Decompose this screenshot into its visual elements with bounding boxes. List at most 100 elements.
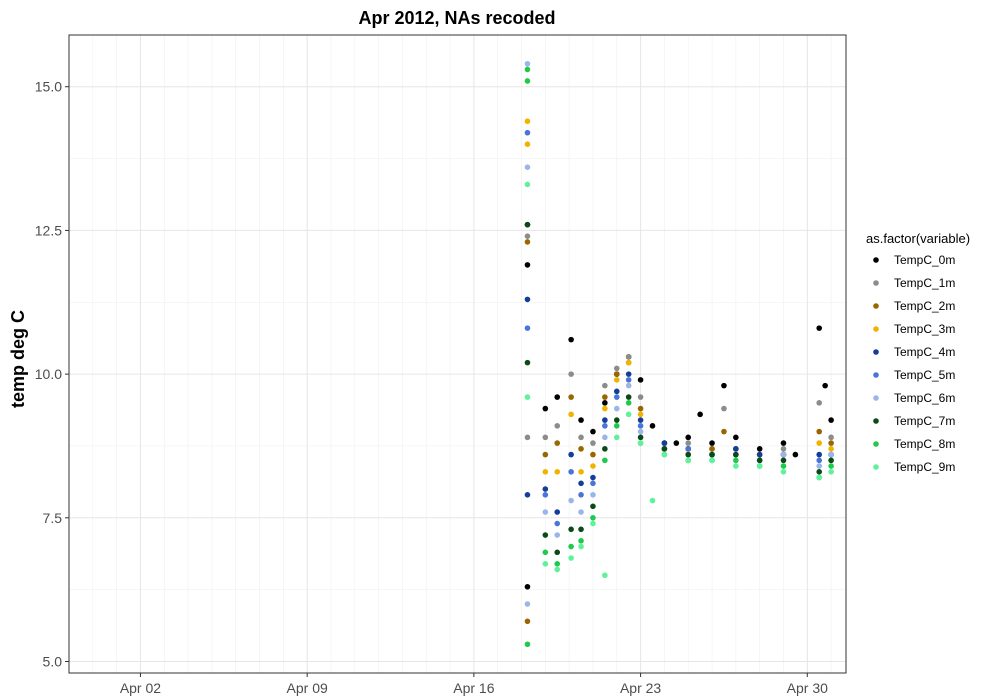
data-point (613, 394, 620, 400)
data-point (590, 503, 596, 510)
data-point (554, 423, 561, 429)
data-point (554, 532, 561, 538)
data-point (602, 405, 608, 412)
data-point (524, 492, 531, 498)
data-point (568, 371, 574, 377)
series-TempC_9m (524, 181, 834, 579)
data-point (661, 446, 668, 452)
data-point (780, 457, 787, 464)
data-point (697, 411, 703, 418)
data-point (816, 400, 823, 406)
data-point (733, 457, 739, 464)
data-point (524, 325, 531, 331)
data-point (524, 181, 531, 188)
x-tick-label: Apr 09 (287, 680, 328, 696)
legend-key (873, 280, 879, 286)
data-point (816, 451, 823, 458)
grid-major (69, 35, 846, 673)
legend-label: TempC_2m (894, 299, 955, 313)
data-point (756, 457, 763, 464)
legend-label: TempC_3m (894, 322, 955, 336)
y-tick-label: 5.0 (43, 654, 63, 670)
x-axis: Apr 02 Apr 09 Apr 16 Apr 23 Apr 30 (120, 673, 828, 696)
data-point (568, 555, 574, 561)
data-point (554, 469, 561, 475)
data-point (756, 463, 763, 469)
data-point (524, 129, 531, 136)
data-point (828, 451, 834, 458)
legend-item: TempC_2m (873, 299, 955, 313)
data-point (625, 411, 632, 418)
data-point (554, 566, 561, 573)
data-point (568, 451, 574, 458)
data-point (828, 440, 834, 446)
data-point (524, 164, 531, 170)
data-point (542, 451, 549, 458)
data-point (568, 336, 574, 343)
data-point (524, 239, 531, 245)
plot-panel (69, 35, 846, 673)
y-axis: 5.0 7.5 10.0 12.5 15.0 (35, 79, 69, 670)
data-point (590, 440, 596, 446)
data-point (524, 359, 531, 366)
data-point (590, 520, 596, 527)
data-point (613, 365, 620, 372)
data-point (613, 405, 620, 412)
data-point (578, 509, 584, 515)
data-point (613, 377, 620, 383)
data-point (637, 434, 644, 441)
data-point (602, 382, 608, 389)
data-point (542, 405, 549, 412)
data-point (602, 446, 608, 452)
data-point (649, 497, 656, 504)
data-point (625, 371, 632, 377)
y-tick-label: 10.0 (35, 366, 62, 382)
data-point (568, 411, 574, 418)
data-point (578, 480, 584, 487)
data-point (613, 371, 620, 377)
data-point (816, 474, 823, 481)
data-point (685, 440, 692, 446)
data-point (602, 457, 608, 464)
data-point (542, 469, 549, 475)
data-point (625, 400, 632, 406)
data-point (578, 417, 584, 423)
legend-item: TempC_5m (873, 368, 955, 382)
data-point (709, 446, 715, 452)
legend-key (873, 464, 879, 470)
data-point (568, 543, 574, 550)
legend-label: TempC_4m (894, 345, 955, 359)
data-point (637, 377, 644, 383)
data-point (524, 221, 531, 228)
data-point (756, 446, 763, 452)
data-point (554, 520, 561, 527)
data-point (554, 560, 561, 567)
data-point (637, 440, 644, 446)
data-point (709, 451, 715, 458)
legend-label: TempC_0m (894, 253, 955, 267)
legend-label: TempC_8m (894, 437, 955, 451)
data-point (649, 423, 656, 429)
data-point (590, 480, 596, 487)
legend-key (873, 395, 879, 401)
legend-key (873, 441, 879, 447)
data-point (816, 428, 823, 435)
data-point (637, 405, 644, 412)
data-point (792, 451, 799, 458)
legend: as.factor(variable) TempC_0mTempC_1mTemp… (866, 231, 970, 474)
legend-key (873, 326, 879, 332)
data-point (524, 601, 531, 607)
data-point (780, 451, 787, 458)
legend-key (873, 303, 879, 309)
data-point (816, 469, 823, 475)
legend-key (873, 372, 879, 378)
data-point (578, 526, 584, 533)
y-tick-label: 12.5 (35, 222, 62, 238)
data-point (828, 434, 834, 441)
data-point (578, 492, 584, 498)
legend-label: TempC_6m (894, 391, 955, 405)
data-point (524, 141, 531, 148)
data-point (578, 538, 584, 544)
legend-label: TempC_9m (894, 460, 955, 474)
